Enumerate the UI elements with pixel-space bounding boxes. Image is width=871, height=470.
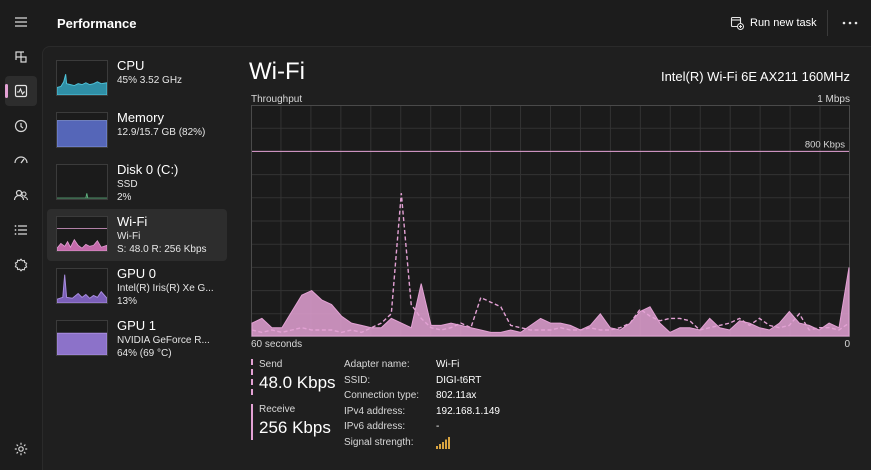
send-value: 48.0 Kbps (259, 373, 336, 392)
startup-apps-icon[interactable] (5, 145, 37, 175)
title-bar: Performance Run new task (42, 0, 871, 46)
device-line2: SSD (117, 179, 138, 190)
device-line2: NVIDIA GeForce R... (117, 335, 210, 346)
property-value: 192.168.1.149 (436, 405, 500, 417)
device-line3: 64% (69 °C) (117, 348, 172, 359)
settings-icon[interactable] (5, 434, 37, 464)
device-line2: Wi-Fi (117, 231, 141, 242)
property-row: IPv6 address: - (344, 421, 500, 437)
property-key: IPv6 address: (344, 421, 406, 433)
graph-time-span: 60 seconds (251, 339, 303, 350)
device-name: Memory (117, 110, 164, 125)
receive-label: Receive (259, 404, 296, 415)
property-value: Wi-Fi (436, 359, 460, 370)
users-icon[interactable] (5, 180, 37, 210)
wifi-thumbnail (56, 216, 108, 252)
graph-min-label: 0 (844, 339, 850, 350)
device-disk[interactable]: Disk 0 (C:) SSD 2% (47, 157, 227, 209)
property-key: Connection type: (344, 390, 420, 402)
property-value: DIGI-t6RT (436, 374, 482, 386)
device-list: CPU 45% 3.52 GHz Memory 12.9/15.7 GB (82… (47, 53, 227, 365)
throughput-graph: 800 Kbps (251, 105, 850, 337)
graph-max-label: 1 Mbps (817, 94, 850, 105)
run-new-task-button[interactable]: Run new task (730, 11, 817, 35)
property-key: Adapter name: (344, 359, 410, 370)
device-memory[interactable]: Memory 12.9/15.7 GB (82%) (47, 105, 227, 157)
details-icon[interactable] (5, 215, 37, 245)
marker-label: 800 Kbps (805, 139, 845, 150)
device-line2: 12.9/15.7 GB (82%) (117, 127, 206, 138)
detail-title: Wi-Fi (249, 58, 305, 85)
send-stat: Send 48.0 Kbps (251, 359, 336, 395)
send-label: Send (259, 359, 283, 370)
send-line (251, 193, 850, 334)
receive-stat: Receive 256 Kbps (251, 404, 331, 440)
graph-grid (252, 106, 849, 336)
device-line3: S: 48.0 R: 256 Kbps (117, 244, 207, 255)
signal-strength-icon (436, 436, 450, 453)
device-line3: 13% (117, 296, 138, 307)
performance-icon[interactable] (5, 76, 37, 106)
page-title: Performance (57, 16, 137, 31)
device-name: Disk 0 (C:) (117, 162, 179, 177)
app-history-icon[interactable] (5, 111, 37, 141)
device-cpu[interactable]: CPU 45% 3.52 GHz (47, 53, 227, 105)
header-divider (827, 10, 828, 36)
property-value: - (436, 421, 440, 433)
property-key: IPv4 address: (344, 405, 406, 417)
device-line2: Intel(R) Iris(R) Xe G... (117, 283, 214, 294)
property-row: SSID: DIGI-t6RT (344, 375, 500, 391)
device-name: Wi-Fi (117, 214, 148, 229)
receive-value: 256 Kbps (259, 418, 331, 437)
ellipsis-icon (842, 21, 858, 25)
device-line2: 45% 3.52 GHz (117, 75, 183, 86)
run-new-task-label: Run new task (750, 17, 817, 29)
device-gpu1[interactable]: GPU 1 NVIDIA GeForce R... 64% (69 °C) (47, 313, 227, 365)
property-row: Adapter name: Wi-Fi (344, 359, 500, 375)
property-key: Signal strength: (344, 436, 414, 448)
receive-area (251, 267, 850, 337)
gpu0-thumbnail (56, 268, 108, 304)
gpu1-thumbnail (56, 320, 108, 356)
device-name: GPU 0 (117, 266, 157, 281)
memory-thumbnail (56, 112, 108, 148)
property-key: SSID: (344, 374, 371, 386)
menu-icon[interactable] (5, 7, 37, 37)
navigation-rail (0, 0, 42, 470)
property-row: Signal strength: (344, 436, 500, 453)
performance-panel: CPU 45% 3.52 GHz Memory 12.9/15.7 GB (82… (42, 46, 871, 470)
adapter-model: Intel(R) Wi-Fi 6E AX211 160MHz (660, 69, 850, 84)
graph-label: Throughput (251, 94, 303, 105)
device-wifi[interactable]: Wi-Fi Wi-Fi S: 48.0 R: 256 Kbps (47, 209, 227, 261)
adapter-properties: Adapter name: Wi-Fi SSID: DIGI-t6RT Connec… (344, 359, 500, 453)
device-line3: 2% (117, 192, 132, 203)
services-icon[interactable] (5, 250, 37, 280)
device-name: GPU 1 (117, 318, 157, 333)
property-row: IPv4 address: 192.168.1.149 (344, 406, 500, 422)
processes-icon[interactable] (5, 42, 37, 72)
disk-thumbnail (56, 164, 108, 200)
device-gpu0[interactable]: GPU 0 Intel(R) Iris(R) Xe G... 13% (47, 261, 227, 313)
cpu-thumbnail (56, 60, 108, 96)
run-task-icon (730, 16, 744, 30)
property-value: 802.11ax (436, 390, 477, 402)
device-name: CPU (117, 58, 145, 73)
more-options-button[interactable] (838, 12, 862, 34)
property-row: Connection type: 802.11ax (344, 390, 500, 406)
